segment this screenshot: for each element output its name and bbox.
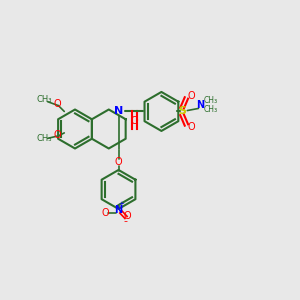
Text: CH₃: CH₃ (36, 95, 52, 104)
Text: O: O (54, 130, 61, 140)
Text: O: O (187, 122, 195, 132)
Text: O: O (101, 208, 109, 218)
Text: O: O (130, 116, 138, 126)
Text: N: N (196, 100, 204, 110)
Text: O: O (54, 99, 61, 109)
Text: CH₃: CH₃ (203, 106, 218, 115)
Text: O: O (124, 211, 131, 221)
Text: N: N (115, 205, 123, 215)
Text: -: - (123, 216, 127, 226)
Text: CH₃: CH₃ (36, 134, 52, 143)
Text: +: + (118, 201, 124, 207)
Text: O: O (115, 157, 122, 167)
Text: O: O (187, 91, 195, 101)
Text: CH₃: CH₃ (203, 97, 218, 106)
Text: S: S (178, 106, 186, 116)
Text: N: N (114, 106, 123, 116)
